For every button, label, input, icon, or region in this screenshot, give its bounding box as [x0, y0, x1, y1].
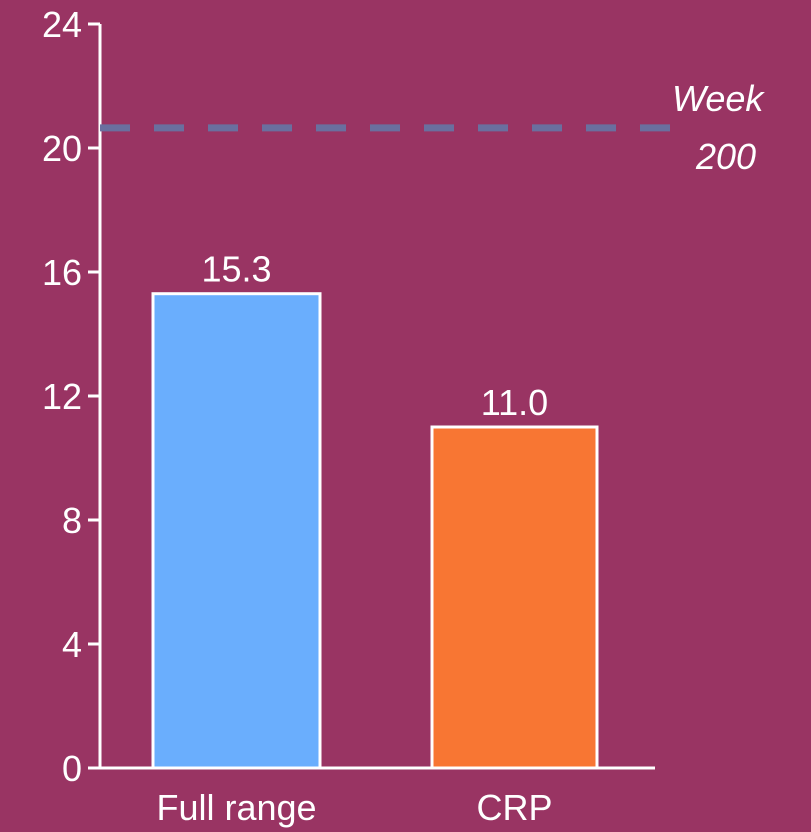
y-tick-label: 8 [62, 500, 82, 541]
y-tick-label: 24 [42, 4, 82, 45]
x-tick-label: Full range [156, 787, 316, 828]
y-tick-label: 0 [62, 748, 82, 789]
y-tick-label: 20 [42, 128, 82, 169]
bar [430, 425, 599, 770]
value-label: 11.0 [481, 382, 548, 423]
y-tick-label: 16 [42, 252, 82, 293]
y-tick-label: 12 [42, 376, 82, 417]
y-tick-label: 4 [62, 624, 82, 665]
bar [151, 292, 322, 770]
x-tick-label: CRP [476, 787, 552, 828]
value-label: 15.3 [201, 249, 271, 290]
reference-label: 200 [695, 136, 756, 177]
reference-label: Week [672, 78, 765, 119]
